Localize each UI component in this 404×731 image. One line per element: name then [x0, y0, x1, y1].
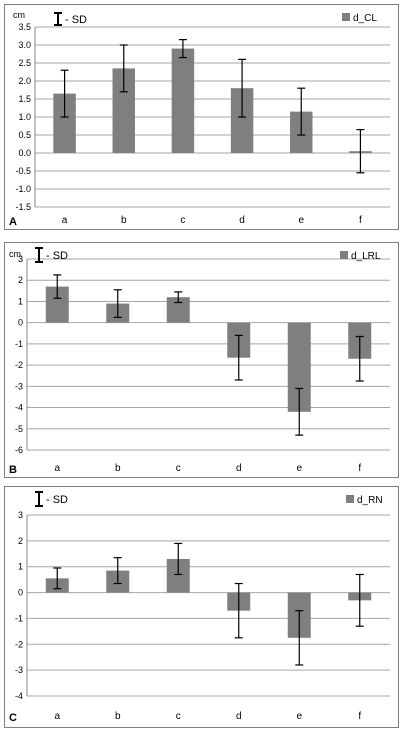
y-tick-label: 0.0 — [18, 148, 31, 158]
panel-label: B — [9, 464, 17, 476]
x-tick-label: d — [236, 711, 242, 722]
bar — [45, 286, 69, 323]
panel-label: C — [9, 712, 17, 724]
error-bar — [113, 289, 122, 318]
sd-legend-label: - SD — [65, 14, 87, 26]
legend-swatch — [340, 251, 348, 259]
bar — [166, 297, 190, 323]
y-tick-label: -0.5 — [15, 166, 31, 176]
sd-legend-icon — [54, 12, 62, 26]
y-tick-label: 2.5 — [18, 58, 31, 68]
legend-label: d_CL — [353, 13, 377, 24]
error-bar — [174, 291, 183, 304]
x-tick-label: d — [239, 215, 245, 226]
y-tick-label: -6 — [15, 445, 23, 455]
chart-b: 3 2 1 0 -1 -2 -3 -4 -5 -6 a b c d e f cm - SD d_LRL B — [9, 247, 390, 476]
sd-legend-icon — [35, 247, 43, 263]
y-tick-label: 1.5 — [18, 94, 31, 104]
bar — [230, 88, 254, 153]
error-bar — [295, 387, 304, 436]
chart-panel-b: 3 2 1 0 -1 -2 -3 -4 -5 -6 a b c d e f cm - SD d_LRL B — [4, 242, 399, 478]
chart-c: 3 2 1 0 -1 -2 -3 -4 a b c d e f - SD d_RN C — [9, 491, 390, 724]
y-tick-label: -2 — [15, 639, 23, 649]
y-tick-label: 1 — [18, 562, 23, 572]
error-bar — [295, 610, 304, 666]
x-tick-label: b — [115, 463, 121, 474]
x-tick-label: b — [121, 215, 127, 226]
y-tick-label: -4 — [15, 403, 23, 413]
bar — [53, 93, 76, 153]
x-tick-label: a — [62, 215, 68, 226]
y-tick-label: 3 — [18, 254, 23, 264]
y-tick-label: -2 — [15, 360, 23, 370]
y-tick-label: 3 — [18, 510, 23, 520]
y-tick-label: 1.0 — [18, 112, 31, 122]
y-tick-label: -1.0 — [15, 184, 31, 194]
y-tick-label: -3 — [15, 665, 23, 675]
error-bar — [356, 128, 365, 174]
y-tick-label: -4 — [15, 691, 23, 701]
error-bar — [355, 573, 364, 627]
x-tick-label: d — [236, 463, 242, 474]
legend-swatch — [342, 13, 350, 21]
sd-legend-label: - SD — [46, 494, 68, 506]
bar — [171, 48, 195, 153]
error-bar — [119, 44, 128, 93]
x-tick-label: f — [358, 711, 361, 722]
x-tick-label: c — [176, 711, 181, 722]
panel-label: A — [9, 216, 17, 228]
error-bar — [60, 69, 69, 118]
sd-legend-label: - SD — [46, 250, 68, 262]
error-bar — [238, 58, 247, 118]
x-tick-label: b — [115, 711, 121, 722]
legend-swatch — [346, 495, 354, 503]
unit-label: cm — [9, 249, 21, 259]
error-bar — [53, 567, 62, 590]
x-tick-label: e — [296, 463, 302, 474]
x-tick-label: e — [298, 215, 304, 226]
chart-panel-c: 3 2 1 0 -1 -2 -3 -4 a b c d e f - SD d_RN C — [4, 486, 399, 728]
error-bar — [178, 38, 187, 59]
y-tick-label: -1.5 — [15, 202, 31, 212]
chart-a: 3.5 3.0 2.5 2.0 1.5 1.0 0.5 0.0 -0.5 -1.0 -1.5 a b c… — [9, 10, 390, 228]
error-bar — [297, 87, 306, 136]
x-tick-label: a — [54, 463, 60, 474]
y-tick-label: -1 — [15, 339, 23, 349]
sd-legend-icon — [35, 491, 43, 507]
y-tick-label: 3.5 — [18, 22, 31, 32]
unit-label: cm — [13, 10, 25, 20]
x-tick-label: f — [359, 215, 362, 226]
bar — [287, 322, 311, 412]
chart-panel-a: 3.5 3.0 2.5 2.0 1.5 1.0 0.5 0.0 -0.5 -1.0 -1.5 a b c… — [4, 4, 399, 230]
y-tick-label: -3 — [15, 381, 23, 391]
y-tick-label: 0.5 — [18, 130, 31, 140]
y-tick-label: 2 — [18, 275, 23, 285]
bar — [112, 68, 135, 153]
y-tick-label: -5 — [15, 424, 23, 434]
x-tick-label: e — [296, 711, 302, 722]
y-tick-label: 0 — [18, 588, 23, 598]
error-bar — [234, 582, 243, 639]
error-bar — [174, 542, 183, 576]
x-tick-label: f — [358, 463, 361, 474]
x-tick-label: c — [180, 215, 185, 226]
y-tick-label: 2.0 — [18, 76, 31, 86]
error-bar — [355, 335, 364, 382]
y-tick-label: -1 — [15, 613, 23, 623]
bar — [166, 558, 190, 593]
legend-label: d_RN — [357, 495, 383, 506]
error-bar — [234, 334, 243, 381]
error-bar — [53, 274, 62, 299]
y-tick-label: 1 — [18, 296, 23, 306]
x-tick-label: a — [54, 711, 60, 722]
y-tick-label: 0 — [18, 318, 23, 328]
error-bar — [113, 557, 122, 585]
y-tick-label: 3.0 — [18, 40, 31, 50]
y-tick-label: 2 — [18, 536, 23, 546]
x-tick-label: c — [176, 463, 181, 474]
legend-label: d_LRL — [351, 251, 381, 262]
